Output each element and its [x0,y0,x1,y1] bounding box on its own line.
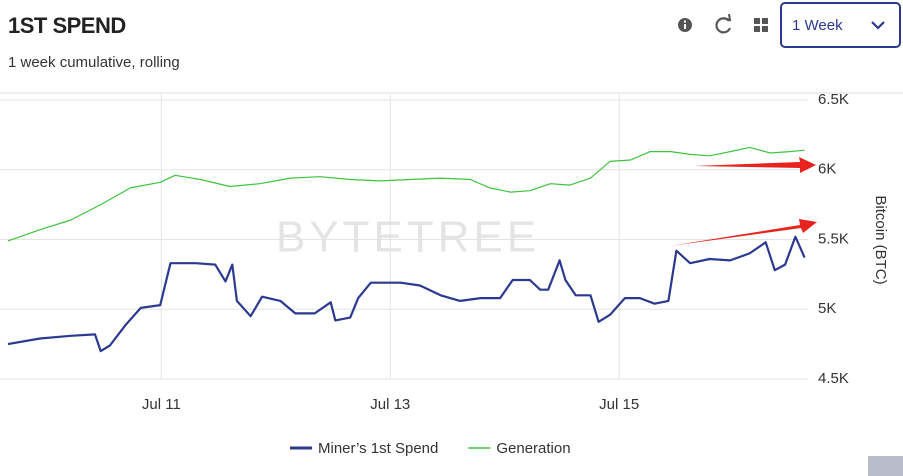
y-tick-label: 5K [818,300,836,317]
plot: BYTETREE 4.5K 5K 5.5K 6K 6.5K Jul 11 Jul 13 Jul … [0,91,889,457]
watermark: BYTETREE [276,213,540,262]
dropdown-label: 1 Week [792,17,843,34]
y-axis-label: Bitcoin (BTC) [872,195,889,284]
legend-label: Miner’s 1st Spend [318,440,438,457]
chart-title: 1ST SPEND [8,13,126,38]
scroll-button[interactable] [868,456,903,476]
y-tick-label: 4.5K [818,370,849,387]
y-tick-label: 6.5K [818,91,849,108]
series-line [7,146,805,242]
layout-icon[interactable] [754,18,768,32]
legend-label: Generation [496,440,570,457]
x-tick-label: Jul 13 [370,396,410,413]
y-tick-label: 5.5K [818,230,849,247]
refresh-icon[interactable] [715,13,732,34]
series-line [7,235,806,353]
subtitle: 1 week cumulative, rolling [8,54,180,71]
x-tick-label: Jul 11 [142,396,181,413]
range-dropdown[interactable]: 1 Week [780,2,901,48]
y-tick-label: 6K [818,161,836,178]
x-tick-label: Jul 15 [599,396,639,413]
info-icon[interactable] [678,18,692,32]
arrows [670,157,817,246]
